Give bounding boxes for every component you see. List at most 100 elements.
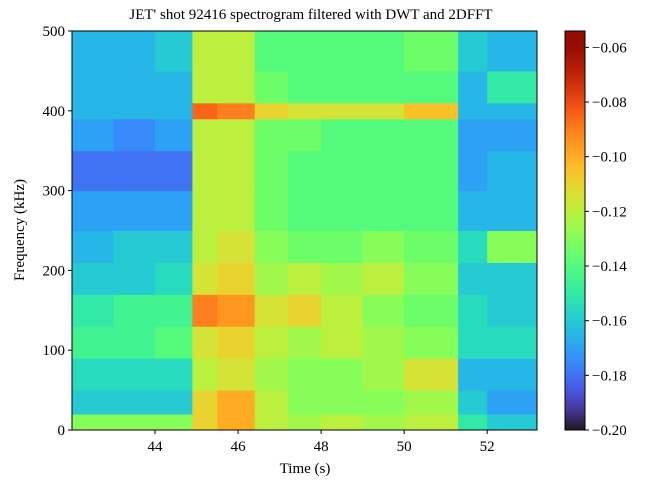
heatmap-cell (458, 414, 488, 431)
heatmap-cell (192, 150, 218, 192)
heatmap-cell (362, 70, 405, 104)
heatmap-cell (287, 31, 322, 72)
heatmap-cell (487, 262, 538, 295)
heatmap-cell (487, 31, 538, 72)
heatmap-cell (287, 70, 322, 104)
x-tick-label: 48 (314, 439, 329, 455)
heatmap-cell (155, 390, 193, 415)
colorbar-tick-label: −0.20 (592, 423, 627, 439)
heatmap-cell (192, 102, 218, 120)
colorbar-tick-label: −0.10 (592, 150, 627, 166)
heatmap-cell (217, 190, 256, 231)
heatmap-cell (404, 390, 459, 415)
heatmap-cell (155, 150, 193, 192)
heatmap-cell (155, 358, 193, 391)
heatmap-cell (113, 102, 156, 120)
heatmap-cell (155, 262, 193, 295)
heatmap-cell (362, 294, 405, 327)
heatmap-cell (254, 326, 289, 359)
heatmap-cell (362, 262, 405, 295)
heatmap-cell (487, 414, 538, 431)
heatmap-cell (362, 414, 405, 431)
heatmap-cell (321, 230, 364, 263)
heatmap-cell (362, 150, 405, 192)
heatmap-cell (404, 414, 459, 431)
heatmap-cell (72, 390, 115, 415)
heatmap-cell (287, 118, 322, 152)
heatmap-cell (458, 102, 488, 120)
heatmap-cell (404, 102, 459, 120)
heatmap-cell (217, 150, 256, 192)
heatmap-cell (155, 102, 193, 120)
heatmap-cell (192, 118, 218, 152)
heatmap-cell (362, 326, 405, 359)
heatmap-cell (487, 326, 538, 359)
heatmap-cell (72, 326, 115, 359)
heatmap-cell (113, 150, 156, 192)
x-tick-label: 44 (148, 439, 164, 455)
heatmap-cell (72, 150, 115, 192)
heatmap-cell (217, 326, 256, 359)
heatmap-cell (404, 150, 459, 192)
heatmap-cell (217, 102, 256, 120)
heatmap-cell (458, 70, 488, 104)
heatmap-cell (113, 262, 156, 295)
heatmap-cell (458, 262, 488, 295)
heatmap-cell (404, 262, 459, 295)
heatmap-cell (254, 70, 289, 104)
heatmap-cell (192, 190, 218, 231)
heatmap-cell (113, 326, 156, 359)
y-tick-label: 400 (43, 104, 66, 120)
heatmap-cell (458, 118, 488, 152)
heatmap-cell (321, 31, 364, 72)
heatmap-cell (458, 150, 488, 192)
heatmap-cell (487, 102, 538, 120)
heatmap-cell (217, 230, 256, 263)
heatmap-cell (217, 118, 256, 152)
y-axis-label: Frequency (kHz) (12, 179, 28, 281)
y-tick-label: 200 (43, 263, 66, 279)
heatmap-cell (362, 358, 405, 391)
heatmap-cell (254, 150, 289, 192)
heatmap-cell (321, 102, 364, 120)
y-tick-label: 300 (43, 184, 66, 200)
heatmap-cell (72, 190, 115, 231)
heatmap-cell (72, 31, 115, 72)
heatmap-cell (321, 390, 364, 415)
heatmap-cell (254, 414, 289, 431)
plot-frame (71, 30, 538, 431)
heatmap-cell (362, 31, 405, 72)
heatmap-cell (155, 118, 193, 152)
heatmap-cell (192, 390, 218, 415)
heatmap-cell (155, 31, 193, 72)
heatmap-cell (217, 390, 256, 415)
heatmap-cell (192, 262, 218, 295)
heatmap-cell (72, 262, 115, 295)
heatmap-cell (321, 326, 364, 359)
heatmap-cell (72, 358, 115, 391)
heatmap-cell (404, 31, 459, 72)
heatmap-cell (254, 358, 289, 391)
heatmap-cell (72, 70, 115, 104)
y-tick-label: 500 (43, 24, 66, 40)
x-tick-label: 52 (480, 439, 495, 455)
heatmap-cell (362, 190, 405, 231)
heatmap-cell (254, 262, 289, 295)
heatmap-cell (192, 31, 218, 72)
heatmap-cell (287, 262, 322, 295)
heatmap-cell (155, 190, 193, 231)
heatmap-cell (321, 294, 364, 327)
heatmap-cell (404, 190, 459, 231)
heatmap-cell (254, 102, 289, 120)
heatmap-cell (487, 358, 538, 391)
colorbar-tick-label: −0.16 (592, 314, 627, 330)
heatmap-cell (113, 31, 156, 72)
heatmap-cell (287, 326, 322, 359)
colorbar-tick-label: −0.08 (592, 95, 627, 111)
heatmap-cell (72, 294, 115, 327)
heatmap-cell (113, 190, 156, 231)
heatmap-cell (458, 230, 488, 263)
heatmap-cell (192, 70, 218, 104)
x-tick-label: 46 (231, 439, 247, 455)
